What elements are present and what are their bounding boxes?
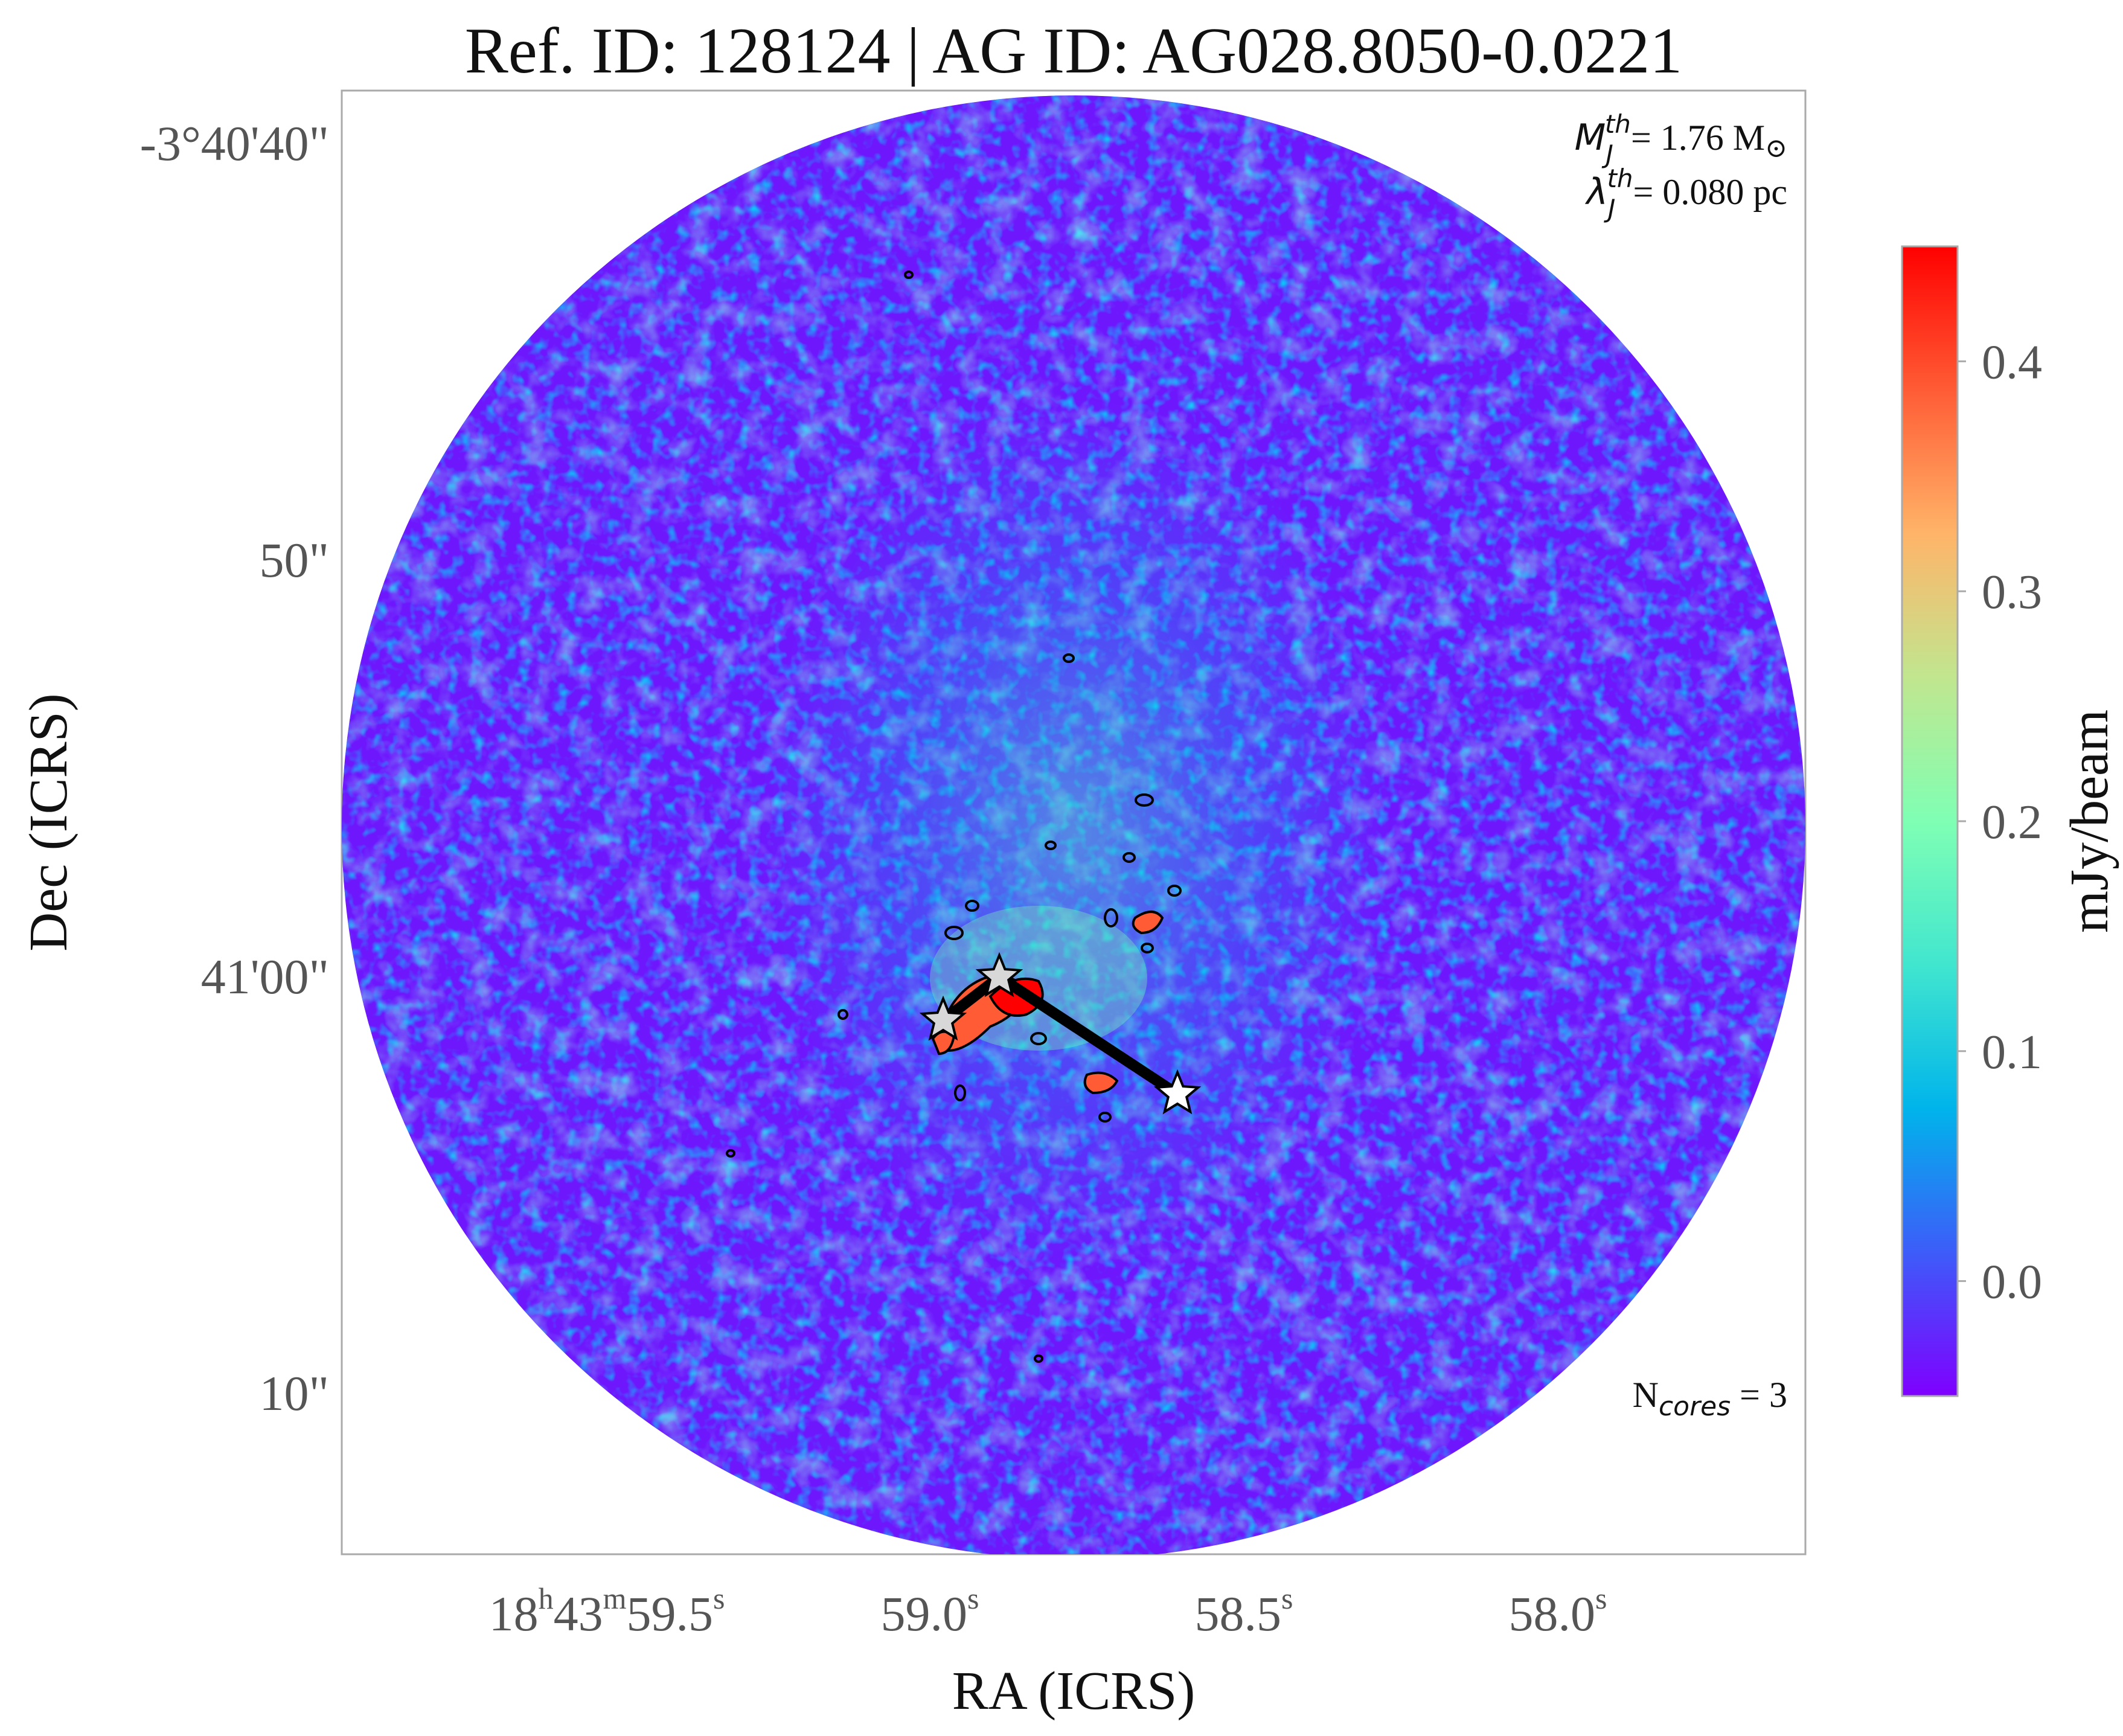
x-tick-part: s <box>1595 1581 1607 1615</box>
bright-clumps <box>931 911 1164 1095</box>
x-tick-part: 18 <box>489 1586 539 1641</box>
colorbar-tick-label: 0.3 <box>1982 566 2042 619</box>
y-axis-label: Dec (ICRS) <box>19 693 78 951</box>
ncores-annotation: Ncores = 3 <box>1633 1375 1787 1422</box>
x-tick-part: m <box>603 1581 627 1615</box>
chart-title: Ref. ID: 128124 | AG ID: AG028.8050-0.02… <box>465 15 1683 87</box>
x-tick-part: 58.0 <box>1509 1586 1596 1641</box>
jeans-mass-sup: th <box>1605 109 1631 139</box>
colorbar-tick-label: 0.0 <box>1982 1256 2042 1309</box>
x-tick-part: 59.0 <box>881 1586 968 1641</box>
x-tick-label: 58.0s <box>1509 1581 1607 1641</box>
core-star-marker <box>1153 1069 1202 1115</box>
jeans-mass-value: = 1.76 M <box>1631 118 1765 158</box>
core-star-marker <box>975 952 1023 998</box>
y-tick-label: -3°40'40" <box>140 116 329 171</box>
x-tick-part: s <box>967 1581 979 1615</box>
colorbar-tick-label: 0.1 <box>1982 1026 2042 1079</box>
extended-emission <box>761 399 1389 1268</box>
colorbar-tick-label: 0.2 <box>1982 796 2042 849</box>
jeans-length-value: = 0.080 pc <box>1633 172 1787 212</box>
jeans-length-annotation: λJth= 0.080 pc <box>1585 164 1787 223</box>
x-tick-label: 59.0s <box>881 1581 979 1641</box>
x-tick-part: s <box>1281 1581 1293 1615</box>
jeans-mass-annotation: MJth= 1.76 M⊙ <box>1575 109 1787 169</box>
core-star-marker <box>919 995 967 1041</box>
x-tick-label: 18h43m59.5s <box>489 1581 725 1641</box>
y-ticks: -3°40'40" 50" 41'00" 10" <box>140 116 329 1421</box>
ncores-value: = 3 <box>1731 1375 1787 1415</box>
intensity-map <box>342 95 1805 1554</box>
jeans-mass-symbol: M <box>1575 117 1606 159</box>
x-tick-part: s <box>713 1581 725 1615</box>
y-tick-label: 41'00" <box>201 949 329 1004</box>
mst-edge-1 <box>994 972 1183 1100</box>
colorbar: 0.0 0.1 0.2 0.3 0.4 mJy/beam <box>1901 245 2119 1397</box>
x-tick-label: 58.5s <box>1195 1581 1293 1641</box>
jeans-length-symbol: λ <box>1585 171 1609 213</box>
colorbar-tick-label: 0.4 <box>1982 336 2042 389</box>
x-tick-part: 43 <box>554 1586 603 1641</box>
colorbar-label: mJy/beam <box>2060 709 2119 933</box>
ncores-sub: cores <box>1659 1391 1731 1422</box>
y-tick-label: 10" <box>260 1366 329 1421</box>
jeans-length-sup: th <box>1607 164 1633 193</box>
contours <box>726 271 1182 1363</box>
ncores-prefix: N <box>1633 1375 1659 1415</box>
x-tick-part: h <box>539 1581 554 1615</box>
x-tick-part: 59.5 <box>626 1586 713 1641</box>
core-markers <box>919 952 1202 1115</box>
sun-symbol: ⊙ <box>1765 133 1787 163</box>
x-axis-label: RA (ICRS) <box>952 1661 1196 1721</box>
y-tick-label: 50" <box>260 533 329 588</box>
colorbar-gradient <box>1901 245 1959 1397</box>
colorbar-ticks: 0.0 0.1 0.2 0.3 0.4 <box>1958 336 2042 1309</box>
x-ticks: 18h43m59.5s 59.0s 58.5s 58.0s <box>489 1581 1607 1641</box>
x-tick-part: 58.5 <box>1195 1586 1282 1641</box>
